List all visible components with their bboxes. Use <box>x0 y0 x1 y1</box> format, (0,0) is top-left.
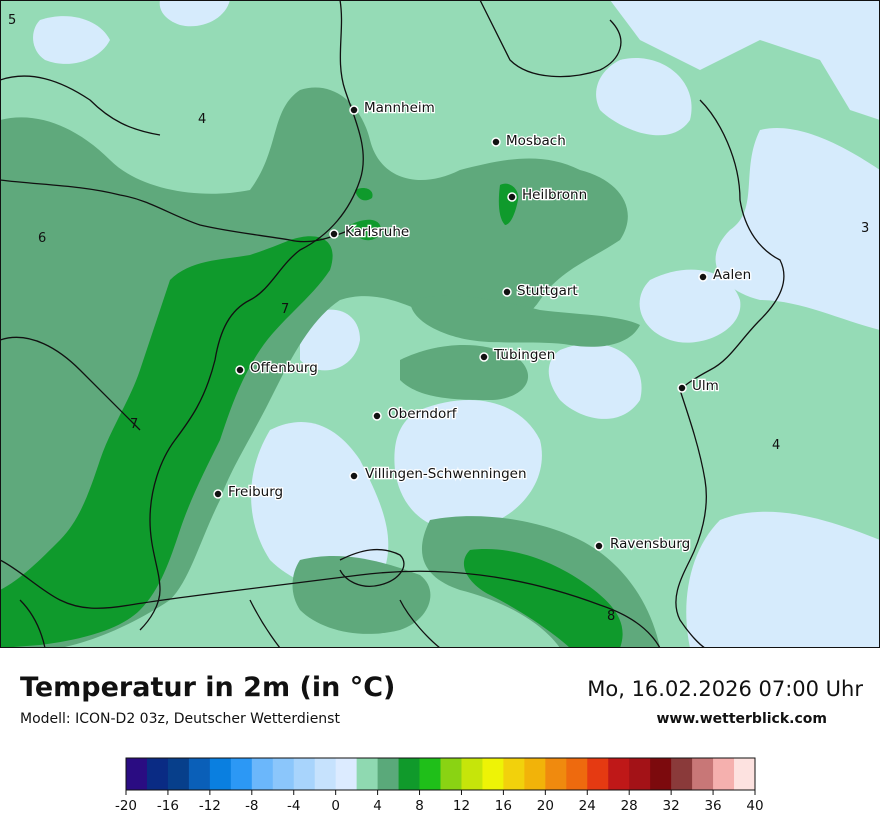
colorbar-swatch <box>272 758 295 790</box>
isotherm-label: 8 <box>607 609 615 624</box>
city-tuebingen: Tübingen <box>479 346 557 364</box>
city-label: Stuttgart <box>517 283 578 299</box>
colorbar-swatch <box>608 758 630 790</box>
colorbar-swatch <box>461 758 483 790</box>
colorbar-tick-label: 16 <box>495 798 512 814</box>
city-label: Mannheim <box>364 100 435 116</box>
isotherm-label: 4 <box>198 112 206 127</box>
colorbar-tick-label: 28 <box>621 798 638 814</box>
colorbar-swatch <box>251 758 274 790</box>
colorbar-swatch <box>587 758 609 790</box>
colorbar-tick-label: 12 <box>453 798 470 814</box>
borders <box>0 0 785 648</box>
city-label: Oberndorf <box>388 406 458 422</box>
isotherm-label: 7 <box>130 417 138 432</box>
city-mannheim: Mannheim <box>349 99 436 117</box>
website-link[interactable]: www.wetterblick.com <box>656 711 828 727</box>
city-label: Heilbronn <box>522 187 587 203</box>
colorbar-frame <box>125 757 756 791</box>
city-offenburg: Offenburg <box>235 359 319 377</box>
colorbar-swatch <box>188 758 211 790</box>
city-label: Karlsruhe <box>345 224 409 240</box>
colorbar-tick-label: 4 <box>373 798 382 814</box>
colorbar-swatch <box>524 758 546 790</box>
city-freiburg: Freiburg <box>213 483 284 501</box>
colorbar-swatch <box>692 758 714 790</box>
colorbar-swatch <box>482 758 504 790</box>
colorbar-legend: -20 -16 -12 -8 -4 0 4 8 12 16 20 24 28 32 36 40 <box>115 757 764 814</box>
colorbar-tick-label: 24 <box>579 798 596 814</box>
city-label: Offenburg <box>250 360 318 376</box>
city-label: Freiburg <box>228 484 283 500</box>
colorbar-swatch <box>440 758 462 790</box>
city-label: Aalen <box>713 267 751 283</box>
city-oberndorf: Oberndorf <box>372 405 459 423</box>
map-title: Temperatur in 2m (in °C) <box>20 672 396 703</box>
colorbar-swatch <box>314 758 337 790</box>
city-heilbronn: Heilbronn <box>507 186 588 204</box>
temperature-map: 5 4 6 7 7 4 3 8 Mannheim Mosbach Heilbro… <box>0 0 880 648</box>
warm-areas <box>0 183 623 648</box>
city-karlsruhe: Karlsruhe <box>329 223 411 241</box>
isotherm-label: 5 <box>8 13 16 28</box>
isotherm-label: 7 <box>281 302 289 317</box>
isotherm-label: 3 <box>861 221 869 236</box>
colorbar-swatch <box>230 758 253 790</box>
city-ulm: Ulm <box>677 377 720 395</box>
colorbar-swatch <box>503 758 525 790</box>
city-label: Tübingen <box>493 347 555 363</box>
colorbar-tick-label: 36 <box>704 798 721 814</box>
colorbar-tick-label: -4 <box>287 798 300 814</box>
colorbar-swatch <box>545 758 567 790</box>
isotherm-label: 4 <box>772 438 780 453</box>
colorbar-tick-label: 8 <box>415 798 424 814</box>
colorbar-tick-label: -20 <box>115 798 137 814</box>
colorbar-tick-label: -8 <box>245 798 258 814</box>
colorbar-swatch <box>398 758 420 790</box>
city-aalen: Aalen <box>698 266 752 284</box>
city-label: Ravensburg <box>610 536 690 552</box>
city-label: Villingen-Schwenningen <box>365 466 527 482</box>
city-stuttgart: Stuttgart <box>502 282 579 300</box>
colorbar-swatch <box>566 758 588 790</box>
colorbar-swatch <box>713 758 735 790</box>
colorbar-swatch <box>671 758 693 790</box>
colorbar-swatch <box>209 758 232 790</box>
colorbar-tick-label: -16 <box>157 798 179 814</box>
footer: Temperatur in 2m (in °C) Modell: ICON-D2… <box>0 648 880 830</box>
model-info: Modell: ICON-D2 03z, Deutscher Wetterdie… <box>20 711 340 727</box>
city-label: Mosbach <box>506 133 566 149</box>
colorbar-tick-label: 40 <box>746 798 763 814</box>
isotherm-label: 6 <box>38 231 46 246</box>
forecast-datetime: Mo, 16.02.2026 07:00 Uhr <box>587 677 863 701</box>
city-label: Ulm <box>692 378 719 394</box>
city-markers: Mannheim Mosbach Heilbronn Karlsruhe Stu… <box>213 99 752 553</box>
colorbar-swatch <box>146 758 169 790</box>
colorbar-swatch <box>293 758 316 790</box>
colorbar-tick-label: 0 <box>331 798 340 814</box>
colorbar-tick-label: -12 <box>199 798 221 814</box>
colorbar-swatch <box>377 758 399 790</box>
colorbar-swatch <box>356 758 378 790</box>
city-mosbach: Mosbach <box>491 132 567 150</box>
colorbar-tick-label: 20 <box>537 798 554 814</box>
colorbar-swatch <box>629 758 651 790</box>
colorbar-swatch <box>126 758 148 790</box>
cold-areas <box>0 0 880 648</box>
colorbar-ticks: -20 -16 -12 -8 -4 0 4 8 12 16 20 24 28 32 36 40 <box>115 790 764 814</box>
colorbar-swatch <box>650 758 672 790</box>
colorbar-swatch <box>419 758 441 790</box>
city-villingen-schwenningen: Villingen-Schwenningen <box>349 465 528 483</box>
colorbar-swatch <box>734 758 756 790</box>
isotherm-labels: 5 4 6 7 7 4 3 8 <box>8 13 869 624</box>
city-ravensburg: Ravensburg <box>594 535 692 553</box>
colorbar-swatches <box>125 757 756 791</box>
colorbar-tick-label: 32 <box>663 798 680 814</box>
colorbar-swatch <box>335 758 358 790</box>
colorbar-swatch <box>167 758 190 790</box>
